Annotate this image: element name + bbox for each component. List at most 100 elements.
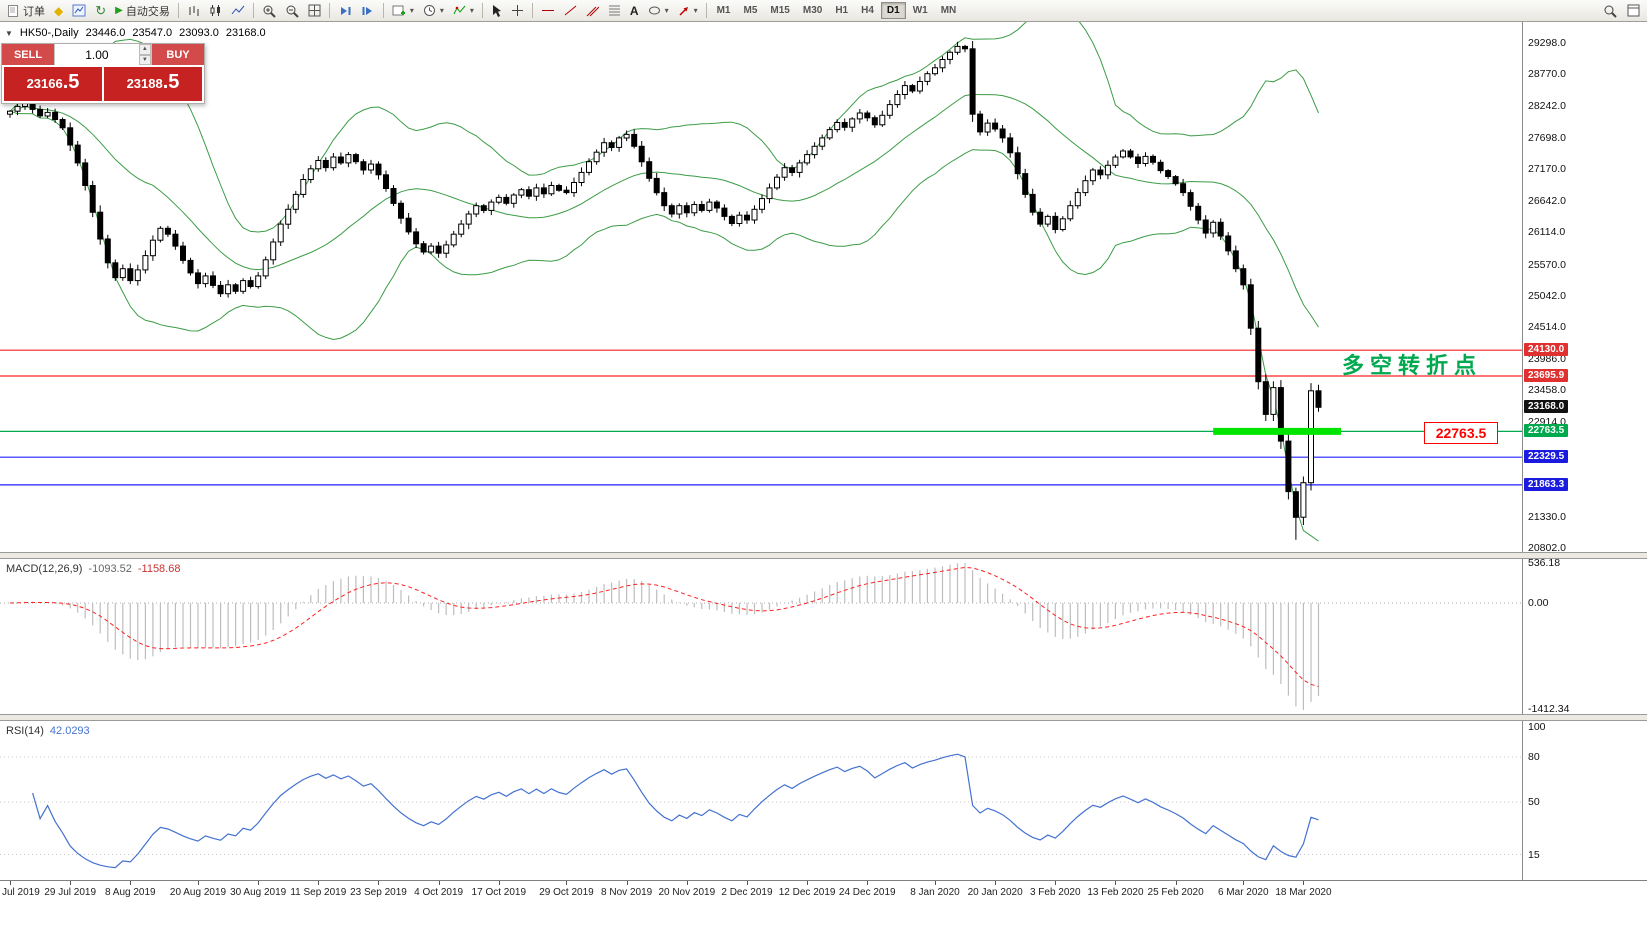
time-tick-mark (258, 881, 260, 885)
time-tick-mark (1175, 881, 1177, 885)
search-icon (1603, 4, 1617, 18)
timeframe-m30-button[interactable]: M30 (802, 5, 823, 16)
price-tag: 23168.0 (1524, 400, 1569, 414)
timeframe-m5-button[interactable]: M5 (743, 5, 758, 16)
arrows-dropdown[interactable]: ▾ (674, 0, 702, 21)
time-tick-mark (934, 881, 936, 885)
metaeditor-button[interactable]: ◆ (50, 0, 67, 21)
buy-button[interactable]: BUY (152, 44, 204, 65)
candlestick-chart-button[interactable] (205, 0, 226, 21)
time-tick-mark (626, 881, 628, 885)
text-tool-button[interactable]: A (626, 0, 643, 21)
channel-icon (586, 4, 599, 17)
time-tick-mark (198, 881, 199, 885)
rsi-value: 42.0293 (49, 725, 90, 737)
cursor-button[interactable] (487, 0, 506, 21)
bar-chart-button[interactable] (183, 0, 204, 21)
line-chart-button[interactable] (227, 0, 249, 21)
timeframe-mn-button[interactable]: MN (940, 5, 957, 16)
time-tick-mark (746, 881, 748, 885)
ohlc-low: 23093.0 (179, 27, 219, 39)
search-button[interactable] (1599, 0, 1621, 21)
price-tick-label: 26114.0 (1528, 226, 1566, 239)
macd-signal-value: -1158.68 (137, 563, 181, 575)
price-tick-label: 20802.0 (1528, 542, 1566, 555)
price-tag: 22763.5 (1524, 424, 1569, 438)
toolbar-separator (252, 3, 254, 18)
fibonacci-button[interactable] (604, 0, 625, 21)
date-label: 4 Oct 2019 (414, 887, 464, 898)
price-tick-label: 27698.0 (1528, 132, 1566, 145)
panel-divider[interactable] (0, 714, 1647, 721)
turning-point-annotation: 多空转折点 (1342, 353, 1483, 378)
toolbar-separator (328, 3, 330, 18)
rsi-axis-label: 50 (1528, 796, 1540, 808)
volume-input[interactable] (55, 44, 139, 65)
time-tick-mark (867, 881, 869, 885)
volume-increase-button[interactable]: ▲ (138, 44, 151, 55)
price-chart-canvas[interactable] (0, 22, 1522, 552)
panel-divider[interactable] (0, 552, 1647, 559)
horizontal-line-button[interactable] (537, 0, 559, 21)
shapes-dropdown[interactable]: ▾ (644, 0, 673, 21)
timeframe-d1-button[interactable]: D1 (880, 2, 906, 19)
time-tick-mark (498, 881, 500, 885)
buy-price[interactable]: 23188.5 (104, 67, 202, 101)
tile-windows-icon (308, 4, 321, 17)
date-label: 25 Feb 2020 (1147, 887, 1204, 898)
equidistant-channel-button[interactable] (582, 0, 603, 21)
crosshair-button[interactable] (507, 0, 528, 21)
rsi-panel-canvas[interactable] (0, 721, 1522, 880)
period-dropdown[interactable]: ▾ (419, 0, 448, 21)
chart-shift-button[interactable] (357, 0, 379, 21)
time-tick-mark (10, 881, 11, 885)
chart-shift-icon (361, 5, 375, 17)
fibonacci-icon (608, 4, 621, 17)
time-tick-mark (438, 881, 440, 885)
ohlc-high: 23547.0 (132, 27, 173, 39)
date-label: 29 Oct 2019 (539, 887, 594, 898)
time-tick-mark (686, 881, 688, 885)
toolbar-separator (382, 3, 384, 18)
main-toolbar: 订单 ◆ ↻ ▶ 自动交易 ▾ ▾ ▾ A ▾ ▾ M (0, 0, 1647, 22)
indicators-icon (453, 4, 466, 17)
tile-windows-button[interactable] (304, 0, 325, 21)
chart-profile-button[interactable] (68, 0, 90, 21)
timeframe-h1-button[interactable]: H1 (835, 5, 849, 16)
bar-chart-icon (187, 4, 200, 17)
new-order-button[interactable]: 订单 (3, 0, 49, 21)
candlestick-chart-icon (209, 4, 222, 17)
price-tick-label: 23458.0 (1528, 384, 1566, 397)
refresh-button[interactable]: ↻ (91, 0, 110, 21)
chart-ohlc-line: ▼ HK50-,Daily 23446.0 23547.0 23093.0 23… (5, 27, 266, 39)
sell-price[interactable]: 23166.5 (4, 67, 102, 101)
auto-scroll-button[interactable] (334, 0, 356, 21)
price-scale-column[interactable]: 29298.0 28770.0 28242.0 27698.0 27170.0 26642… (1522, 22, 1647, 880)
indicators-dropdown[interactable]: ▾ (449, 0, 478, 21)
chart-window[interactable]: 29298.0 28770.0 28242.0 27698.0 27170.0 26642… (0, 22, 1647, 947)
date-label: 20 Aug 2019 (169, 887, 227, 898)
autotrading-button[interactable]: ▶ 自动交易 (111, 0, 174, 21)
timeframe-m1-button[interactable]: M1 (716, 5, 731, 16)
zoom-in-button[interactable] (258, 0, 280, 21)
timeframe-m15-button[interactable]: M15 (770, 5, 790, 16)
sell-button[interactable]: SELL (2, 44, 54, 65)
time-scale[interactable]: Jul 2019 29 Jul 2019 8 Aug 2019 20 Aug 2019… (0, 880, 1647, 947)
date-label: 12 Dec 2019 (778, 887, 836, 898)
new-chart-dropdown[interactable]: ▾ (388, 0, 418, 21)
macd-panel-canvas[interactable] (0, 559, 1522, 714)
one-click-collapse-icon[interactable]: ▼ (5, 28, 13, 38)
ohlc-open: 23446.0 (85, 27, 126, 39)
data-window-button[interactable] (1623, 0, 1644, 21)
level-price-note: 22763.5 (1424, 422, 1498, 444)
date-label: 8 Nov 2019 (601, 887, 653, 898)
timeframe-h4-button[interactable]: H4 (861, 5, 874, 16)
chevron-down-icon: ▾ (664, 6, 669, 15)
zoom-out-button[interactable] (281, 0, 303, 21)
trendline-button[interactable] (560, 0, 581, 21)
volume-decrease-button[interactable]: ▼ (138, 54, 151, 65)
price-tick-label: 27170.0 (1528, 163, 1566, 176)
date-label: 11 Sep 2019 (290, 887, 347, 898)
chevron-down-icon: ▾ (439, 6, 444, 15)
timeframe-w1-button[interactable]: W1 (912, 5, 928, 16)
